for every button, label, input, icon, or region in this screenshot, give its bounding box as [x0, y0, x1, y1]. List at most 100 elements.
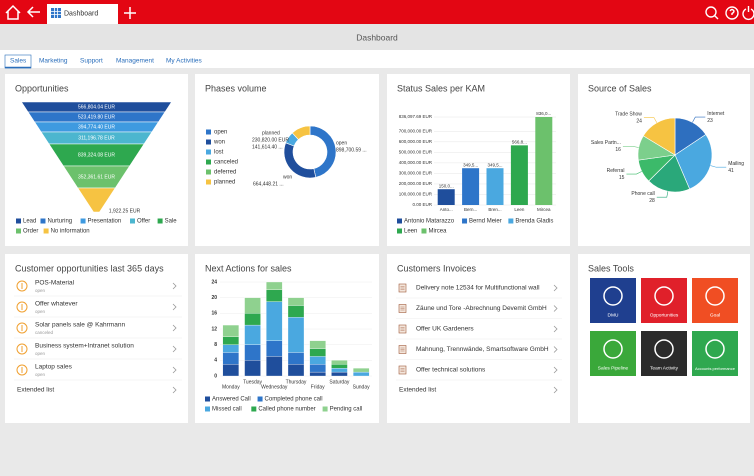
list-item-title[interactable]: POS-Material: [35, 280, 75, 287]
slice-value: 24: [636, 118, 642, 124]
y-tick-label: 24: [211, 279, 217, 285]
extended-list-link[interactable]: Extended list: [399, 387, 436, 394]
leader-line: [656, 191, 669, 198]
legend-label: open: [214, 130, 227, 136]
slice-value: 15: [619, 175, 625, 181]
chevron: [172, 282, 177, 290]
bar-segment: [309, 364, 326, 373]
list-item-title[interactable]: Offer whatever: [35, 301, 78, 308]
tool-tile[interactable]: [590, 278, 636, 323]
tab[interactable]: My Activities: [166, 58, 203, 65]
y-tick-label: 600,000.00 EUR: [399, 139, 433, 144]
page-title: Dashboard: [356, 32, 398, 42]
legend-swatch: [206, 129, 211, 135]
list-item-title[interactable]: Solar panels sale @ Kahrmann: [35, 322, 125, 329]
tab[interactable]: Management: [116, 58, 154, 65]
slice-name: Sales Partn...: [591, 140, 621, 146]
x-tick-label: Mircea: [537, 207, 551, 212]
tool-tile-label: Team Activity: [650, 365, 679, 371]
invoice-item[interactable]: Offer technical solutions: [416, 367, 486, 374]
legend-swatch: [80, 218, 86, 224]
funnel-stage: [77, 187, 116, 213]
home-button[interactable]: [5, 4, 21, 20]
bar-segment: [331, 360, 348, 365]
chevron: [172, 345, 177, 353]
invoice-item[interactable]: Delivery note 12534 for Multifunctional …: [416, 285, 540, 292]
bar-segment: [266, 301, 283, 341]
legend-swatch: [322, 406, 328, 412]
legend-label: Mircea: [428, 229, 447, 235]
invoice-item[interactable]: Offer UK Gardeners: [416, 326, 474, 333]
bar-segment: [244, 324, 261, 345]
bar-segment: [309, 356, 326, 365]
bar-segment: [352, 368, 370, 373]
leader-line: [626, 171, 642, 175]
y-tick-label: 0.00 EUR: [412, 202, 432, 207]
legend-swatch: [206, 139, 211, 145]
legend-label: Pending call: [330, 407, 363, 413]
list-item-title[interactable]: Laptop sales: [35, 364, 73, 371]
value-label: 664,448.21 ...: [253, 181, 284, 187]
chevron: [172, 303, 177, 311]
y-tick-label: 200,000.00 EUR: [399, 181, 433, 186]
segment-name: won: [283, 174, 292, 180]
legend-swatch: [205, 396, 210, 402]
value-label: 150,0...: [439, 183, 454, 188]
chevron: [553, 284, 558, 292]
widget-card: [5, 254, 188, 423]
tool-tile[interactable]: [692, 331, 738, 376]
legend-label: canceled: [214, 160, 238, 166]
tool-tile-label: DMU: [608, 312, 619, 318]
active-tab[interactable]: [47, 4, 118, 24]
y-tick-label: 500,000.00 EUR: [399, 150, 433, 155]
tool-tile[interactable]: [590, 331, 636, 376]
bar-segment: [287, 364, 305, 377]
tool-tile[interactable]: [692, 278, 738, 323]
slice-name: Phone call: [631, 191, 654, 197]
tool-tile-icon: [603, 339, 623, 359]
chevron: [172, 366, 177, 374]
search-button[interactable]: [705, 6, 719, 20]
leader-line: [692, 116, 706, 123]
tool-tile-label: Accounts performance: [695, 366, 736, 371]
legend-swatch: [206, 159, 211, 165]
legend-swatch: [16, 218, 21, 224]
slice-value: 28: [649, 198, 655, 204]
list-item-title[interactable]: Business system+Intranet solution: [35, 343, 134, 350]
back-button[interactable]: [26, 6, 40, 18]
legend-label: Bernd Meier: [469, 219, 502, 225]
bar-segment: [287, 352, 305, 365]
value-label: 349,5...: [463, 162, 478, 167]
legend-swatch: [462, 218, 468, 224]
bar: [437, 189, 455, 205]
legend-label: Offer: [137, 219, 150, 225]
invoice-item[interactable]: Mahnung, Trennwände, Smartsoftware GmbH: [416, 346, 549, 353]
pie-slice: [642, 117, 676, 156]
chevron: [553, 305, 558, 312]
legend-swatch: [397, 218, 402, 224]
x-tick-label: Friday: [311, 384, 325, 390]
document-icon-lines: [400, 286, 405, 290]
tab[interactable]: Marketing: [39, 58, 68, 65]
extended-list-link[interactable]: Extended list: [17, 387, 54, 394]
y-tick-label: 300,000.00 EUR: [399, 171, 433, 176]
help-button[interactable]: [725, 6, 739, 20]
tab[interactable]: Support: [80, 58, 103, 65]
bar-segment: [309, 371, 326, 377]
tab-label: Dashboard: [64, 10, 98, 17]
add-tab-button[interactable]: [124, 7, 136, 19]
widget-title: Next Actions for sales: [205, 263, 292, 273]
y-tick-label: 12: [211, 326, 217, 332]
tab[interactable]: Sales: [10, 58, 27, 65]
funnel-label: 523,419.80 EUR: [78, 114, 115, 120]
tool-tile[interactable]: [641, 278, 687, 323]
legend-swatch: [205, 406, 210, 412]
logout-button[interactable]: [742, 6, 754, 21]
invoice-item[interactable]: Zäune und Tore -Abrechnung Devemit GmbH: [416, 305, 547, 312]
y-tick-label: 100,000.00 EUR: [399, 192, 433, 197]
x-tick-label: Thursday: [286, 379, 307, 385]
legend-swatch: [206, 169, 211, 175]
document-icon-lines: [400, 306, 405, 311]
tool-tile[interactable]: [641, 331, 687, 376]
y-tick-label: 700,000.00 EUR: [399, 129, 433, 134]
